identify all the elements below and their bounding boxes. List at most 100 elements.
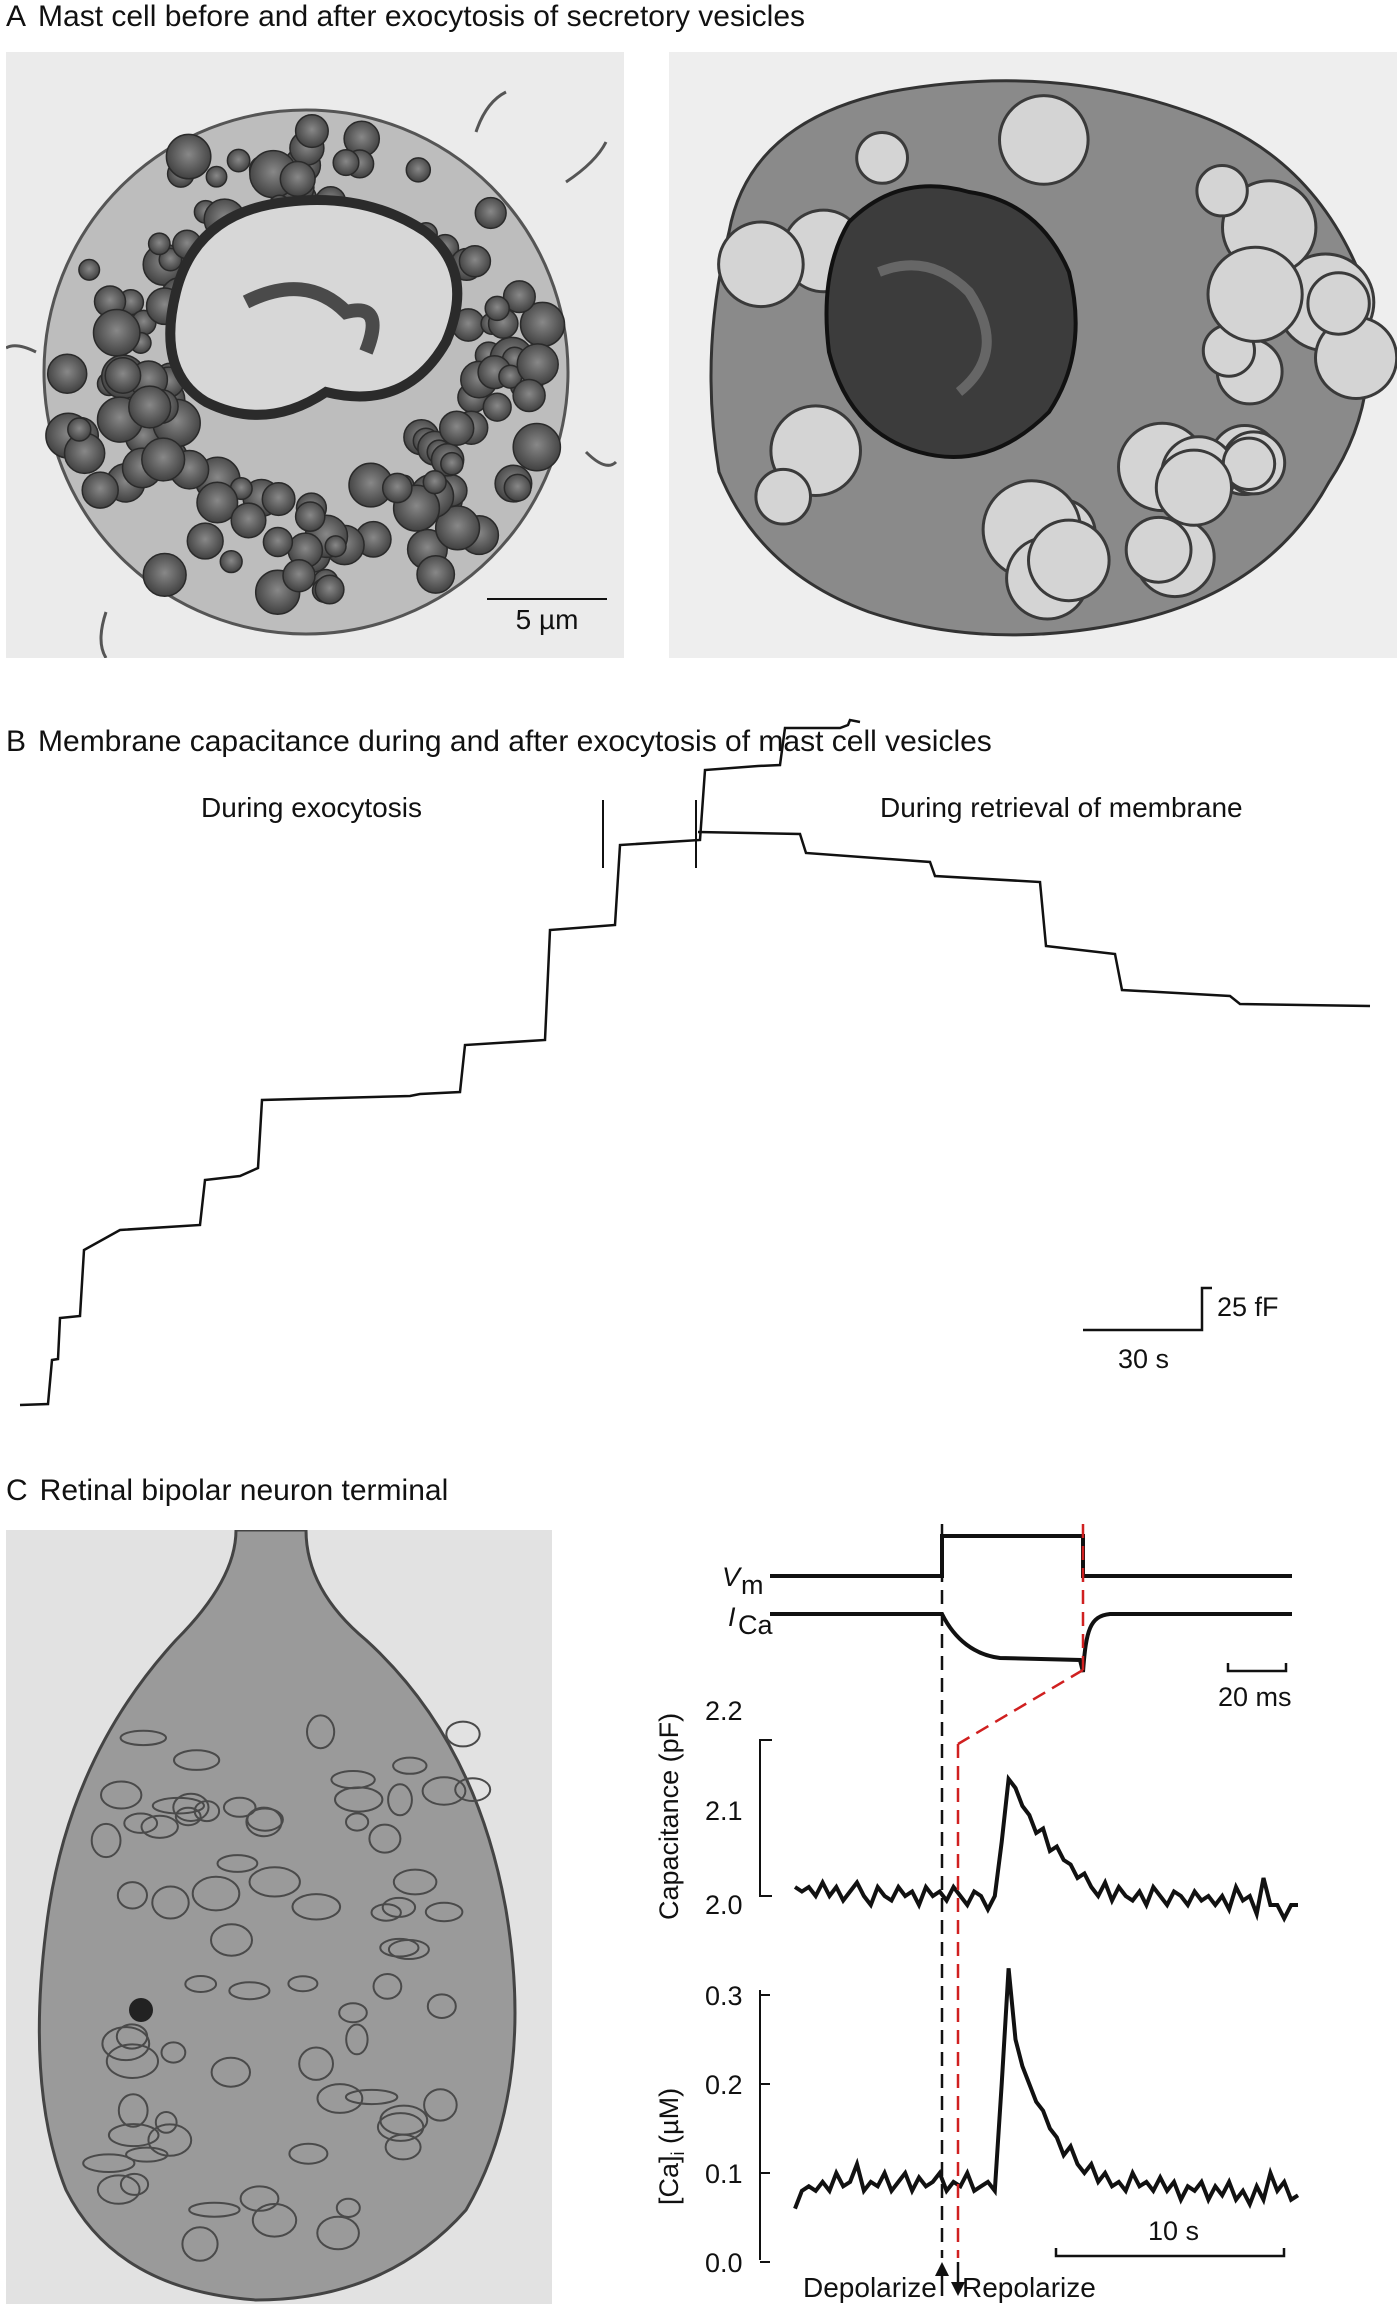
ca-ytick-0-0: 0.0 xyxy=(705,2248,743,2278)
cap-ytick-2-1: 2.1 xyxy=(705,1796,743,1826)
mast-cell-after-micrograph xyxy=(669,52,1397,658)
secretory-granule xyxy=(482,392,512,422)
secretory-granule xyxy=(81,471,119,509)
mitochondrion xyxy=(316,2215,360,2251)
scale-bar-5um: 5 µm xyxy=(487,598,607,636)
mitochondrion xyxy=(210,2056,252,2088)
secretory-granule xyxy=(165,133,212,180)
mitochondrion xyxy=(344,2088,399,2106)
mitochondrion xyxy=(151,1885,190,1920)
ica-label: I xyxy=(728,1602,736,1632)
empty-vacuole xyxy=(855,131,910,185)
mitochondrion xyxy=(424,1901,464,1923)
calcium-series-line xyxy=(793,1968,1300,2210)
mitochondrion xyxy=(423,2088,458,2122)
mitochondrion xyxy=(216,1854,259,1873)
mitochondrion xyxy=(188,2201,241,2218)
secretory-granule xyxy=(230,502,267,539)
repolarize-arrow xyxy=(951,2262,965,2296)
mast-cell-after-drawing xyxy=(669,52,1397,658)
mitochondrion xyxy=(345,2023,369,2056)
ca-ylabel-unit: (µM) xyxy=(654,2088,684,2152)
secretory-granule xyxy=(147,232,171,256)
secretory-granule xyxy=(512,378,546,413)
mast-cell-before-drawing xyxy=(6,52,624,658)
mitochondrion xyxy=(172,1792,210,1822)
scale-20ms-label: 20 ms xyxy=(1218,1682,1292,1712)
empty-vacuole xyxy=(1206,245,1304,343)
mitochondrion xyxy=(191,1875,241,1912)
mitochondrion xyxy=(426,1993,457,2020)
mitochondrion xyxy=(291,1893,342,1921)
secretory-granule xyxy=(294,501,326,532)
empty-vacuole xyxy=(1306,271,1371,336)
panel-a-title-text: Mast cell before and after exocytosis of… xyxy=(38,0,806,33)
mitochondrion xyxy=(338,2002,368,2024)
mitochondrion xyxy=(239,2185,280,2212)
cap-ytick-2-0: 2.0 xyxy=(705,1890,743,1920)
mitochondrion xyxy=(387,1783,413,1817)
mitochondrion xyxy=(117,2093,149,2128)
cap-ylabel: Capacitance (pF) xyxy=(654,1713,684,1920)
mitochondrion xyxy=(387,1939,430,1960)
secretory-granule xyxy=(405,157,432,183)
secretory-granule xyxy=(141,437,186,482)
mitochondrion xyxy=(421,1776,467,1806)
secretory-granule xyxy=(381,472,413,504)
empty-vacuole xyxy=(717,220,805,309)
mitochondrion xyxy=(100,1780,143,1810)
secretory-granule xyxy=(474,196,507,230)
mitochondrion xyxy=(298,2046,335,2081)
exocytosis-capacitance-trace xyxy=(19,718,861,1407)
secretory-granule xyxy=(332,149,360,177)
scale-30s-label: 30 s xyxy=(1118,1344,1169,1374)
mitochondrion xyxy=(181,2226,219,2262)
scale-10s-label: 10 s xyxy=(1148,2216,1199,2246)
mitochondrion xyxy=(384,2133,422,2161)
cap-ytick-2-2: 2.2 xyxy=(705,1696,743,1726)
secretory-granule xyxy=(512,422,562,472)
depolarize-arrow xyxy=(935,2262,949,2296)
secretory-granule xyxy=(502,280,536,314)
scale-bar-line xyxy=(487,598,607,600)
mitochondrion xyxy=(160,2041,187,2064)
mitochondrion xyxy=(288,2142,329,2165)
panel-a-letter: A xyxy=(6,0,27,33)
during-exocytosis-label: During exocytosis xyxy=(201,792,422,823)
panel-b-title-text: Membrane capacitance during and after ex… xyxy=(38,725,992,758)
secretory-granule xyxy=(484,295,510,322)
empty-vacuole xyxy=(1154,448,1234,527)
secretory-granule xyxy=(104,357,142,394)
scale-bar-label: 5 µm xyxy=(515,604,579,635)
ca-ytick-0-3: 0.3 xyxy=(705,1981,743,2011)
empty-vacuole xyxy=(1124,515,1193,584)
mitochondrion xyxy=(248,1866,301,1898)
secretory-granule xyxy=(46,353,88,394)
mitochondrion xyxy=(174,1806,202,1827)
calcium-axis: 0.3 0.2 0.1 0.0 [Ca]i (µM) xyxy=(654,1981,770,2278)
secretory-granule xyxy=(458,245,492,278)
repolarize-label: Repolarize xyxy=(962,2272,1096,2303)
mitochondrion xyxy=(107,2123,160,2148)
ca-ytick-0-1: 0.1 xyxy=(705,2159,743,2189)
mitochondrion xyxy=(392,1756,428,1775)
panel-c-title: C Retinal bipolar neuron terminal xyxy=(6,1474,448,1508)
bipolar-terminal-micrograph xyxy=(6,1530,552,2304)
secretory-granule xyxy=(186,522,224,560)
mitochondrion xyxy=(119,1729,168,1747)
capacitance-axis: 2.2 2.1 2.0 Capacitance (pF) xyxy=(654,1696,772,1920)
mitochondrion xyxy=(345,1812,370,1832)
mitochondrion xyxy=(316,2083,364,2114)
mitochondrion xyxy=(372,1973,403,2000)
mitochondrion xyxy=(101,2026,151,2062)
secretory-granule xyxy=(142,552,187,598)
secretory-granule xyxy=(205,165,228,188)
mitochondrion xyxy=(454,1777,492,1803)
mitochondrion xyxy=(90,1822,122,1859)
mitochondrion xyxy=(222,1796,257,1818)
mitochondrion xyxy=(251,2203,298,2238)
mitochondrion xyxy=(287,1975,319,1993)
secretory-granule xyxy=(92,308,141,357)
secretory-granule xyxy=(438,410,475,446)
repolarize-dashed-connector xyxy=(957,1668,1084,1746)
